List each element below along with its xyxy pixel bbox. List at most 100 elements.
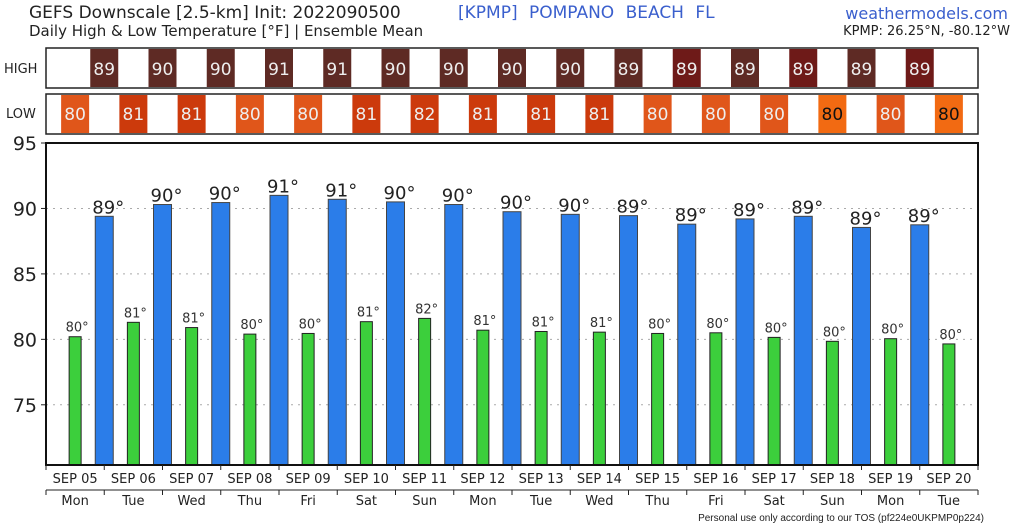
high-cell-value: 89 (93, 60, 115, 80)
low-bar-label: 81° (182, 312, 205, 327)
weekday-label: Sun (412, 494, 437, 509)
high-cell (90, 49, 119, 87)
date-label: SEP 15 (635, 472, 680, 487)
high-bar-label: 91° (267, 176, 299, 197)
high-bar (560, 213, 580, 466)
low-cell-value: 80 (647, 105, 669, 125)
low-bar-label: 82° (415, 302, 438, 317)
high-cell (789, 49, 818, 87)
low-bar (825, 340, 839, 466)
low-cell-value: 80 (239, 105, 261, 125)
weekday-label: Sat (356, 494, 377, 509)
chart-title: GEFS Downscale [2.5-km] Init: 2022090500 (29, 3, 401, 23)
high-bar-label: 89° (850, 208, 882, 229)
high-bar (211, 202, 231, 466)
weekday-label: Tue (937, 494, 960, 509)
date-label: SEP 20 (926, 472, 971, 487)
high-cell (323, 49, 352, 87)
low-cell (468, 95, 497, 133)
low-cell-value: 81 (589, 105, 611, 125)
high-bar-label: 90° (384, 183, 416, 204)
high-cell-value: 90 (501, 60, 523, 80)
low-bar-label: 81° (124, 306, 147, 321)
low-cell-value: 82 (414, 105, 436, 125)
y-tick-label: 90 (13, 198, 37, 220)
date-label: SEP 19 (868, 472, 913, 487)
date-label: SEP 13 (519, 472, 564, 487)
high-bar (793, 215, 813, 466)
high-cell (206, 49, 235, 87)
low-cell-value: 81 (181, 105, 203, 125)
low-cell (410, 95, 439, 133)
weekday-label: Fri (300, 494, 316, 509)
high-cell-value: 91 (268, 60, 290, 80)
y-tick-label: 75 (13, 395, 37, 417)
date-label: SEP 12 (460, 472, 505, 487)
station-label: [KPMP] POMPANO BEACH FL (458, 3, 715, 23)
high-bar (735, 218, 755, 466)
low-bar (942, 343, 956, 466)
high-cell-value: 89 (792, 60, 814, 80)
high-bar-label: 89° (733, 200, 765, 221)
high-bar (677, 223, 697, 466)
date-label: SEP 09 (286, 472, 331, 487)
low-bar-label: 81° (357, 306, 380, 321)
low-bar-label: 80° (765, 321, 788, 336)
weekday-label: Tue (121, 494, 144, 509)
low-cell-value: 80 (763, 105, 785, 125)
low-bar-label: 81° (473, 314, 496, 329)
date-label: SEP 07 (169, 472, 214, 487)
date-label: SEP 14 (577, 472, 622, 487)
high-bar-label: 89° (791, 197, 823, 218)
weekday-label: Mon (877, 494, 904, 509)
low-cell (818, 95, 847, 133)
low-bar (651, 332, 665, 466)
weekday-label: Tue (529, 494, 552, 509)
low-cell (294, 95, 323, 133)
high-bar (619, 215, 638, 466)
high-cell-value: 91 (326, 60, 348, 80)
weekday-label: Thu (237, 494, 262, 509)
high-bar-label: 90° (151, 186, 183, 207)
low-cell (527, 95, 556, 133)
high-cell-value: 89 (851, 60, 873, 80)
y-tick-label: 95 (13, 133, 37, 155)
low-bar (709, 332, 723, 466)
weekday-label: Wed (177, 494, 205, 509)
date-label: SEP 05 (53, 472, 98, 487)
low-cell (235, 95, 264, 133)
low-cell (61, 95, 90, 133)
station-coords: KPMP: 26.25°N, -80.12°W (843, 24, 1010, 39)
low-cell (934, 95, 963, 133)
low-cell-value: 80 (705, 105, 727, 125)
low-cell-value: 80 (64, 105, 86, 125)
high-bar (910, 224, 930, 466)
low-cell-value: 81 (472, 105, 494, 125)
high-row-label: HIGH (4, 62, 37, 77)
low-cell (701, 95, 730, 133)
low-cell-value: 80 (880, 105, 902, 125)
chart-subtitle: Daily High & Low Temperature [°F] | Ense… (29, 22, 424, 40)
high-cell-value: 90 (559, 60, 581, 80)
high-cell (556, 49, 585, 87)
high-cell (381, 49, 410, 87)
date-label: SEP 16 (693, 472, 738, 487)
high-bar-label: 89° (675, 205, 707, 226)
low-bar-label: 80° (66, 321, 89, 336)
high-bar-label: 91° (325, 180, 357, 201)
date-label: SEP 10 (344, 472, 389, 487)
high-bar-label: 90° (558, 195, 590, 216)
high-cell-value: 89 (909, 60, 931, 80)
low-bar-label: 80° (881, 323, 904, 338)
high-cell (439, 49, 468, 87)
high-bar (153, 204, 172, 466)
site-link[interactable]: weathermodels.com (845, 4, 1008, 23)
high-cell-value: 89 (618, 60, 640, 80)
date-label: SEP 06 (111, 472, 156, 487)
weekday-label: Sun (820, 494, 845, 509)
high-bar (444, 204, 464, 466)
low-bar-label: 80° (240, 318, 263, 333)
low-cell-value: 81 (356, 105, 378, 125)
low-bar-label: 81° (590, 316, 613, 331)
